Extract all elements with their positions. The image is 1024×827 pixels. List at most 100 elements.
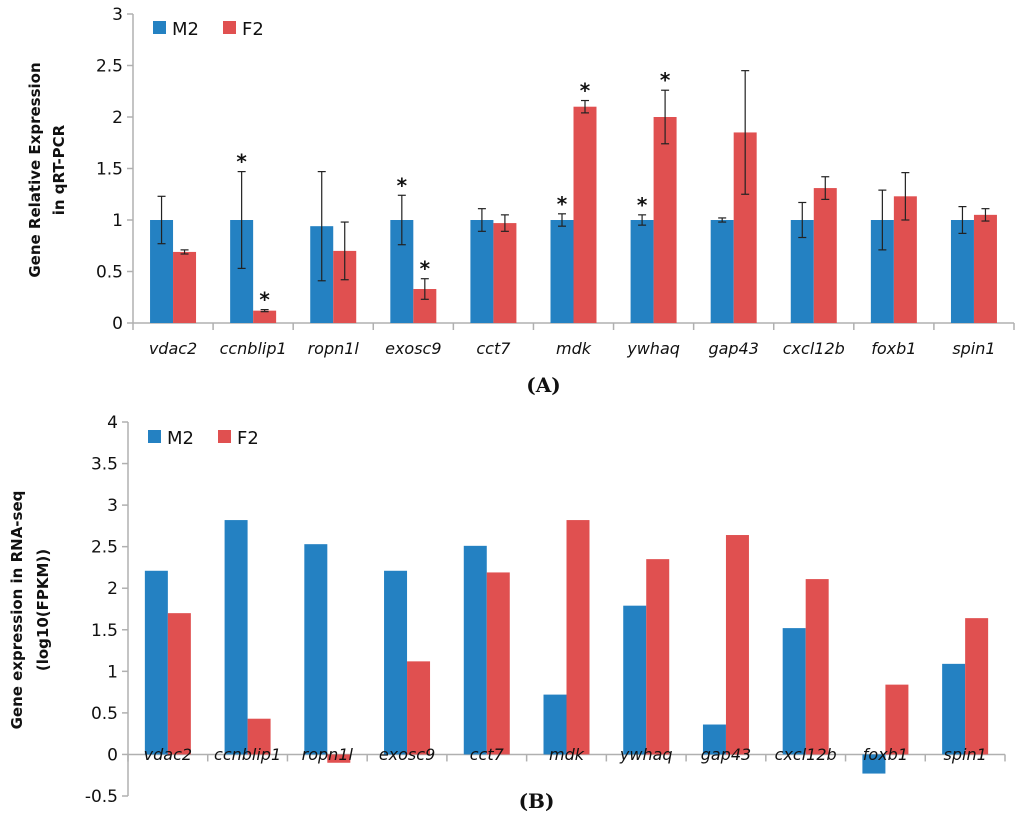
x-category-label: ccnblip1	[220, 339, 287, 358]
x-category-label: exosc9	[385, 339, 441, 358]
bar-f2-ywhaq	[646, 559, 670, 755]
x-category-label: mdk	[556, 339, 592, 358]
bar-f2-gap43	[733, 132, 757, 323]
bar-m2-foxb1	[862, 754, 886, 774]
bar-m2-ccnblip1	[224, 520, 248, 755]
significance-marker: *	[580, 79, 591, 103]
bar-m2-gap43	[702, 724, 726, 755]
significance-marker: *	[660, 68, 671, 92]
bar-m2-foxb1	[870, 220, 894, 323]
bar-f2-exosc9	[413, 289, 437, 323]
bar-f2-ccnblip1	[247, 718, 271, 755]
panel-label: (A)	[526, 373, 560, 397]
bar-m2-vdac2	[150, 220, 174, 323]
legend-label-f2: F2	[242, 19, 264, 40]
bar-m2-exosc9	[390, 220, 414, 323]
bar-f2-ropn1l	[333, 250, 357, 323]
bar-m2-cct7	[470, 220, 494, 323]
y-axis-label: in qRT-PCR	[50, 124, 68, 215]
x-category-label: mdk	[549, 745, 585, 764]
bar-m2-ccnblip1	[230, 220, 254, 323]
bar-f2-spin1	[973, 214, 997, 323]
bar-f2-mdk	[566, 520, 590, 755]
y-tick-label: 2.5	[91, 538, 118, 558]
chart-panel-a: 0 0.5 1 1.5 2 2.5 3 Gene Relative Expression in …	[26, 5, 1015, 397]
significance-marker: *	[236, 150, 247, 174]
bar-m2-spin1	[942, 663, 966, 755]
bar-f2-foxb1	[893, 196, 917, 323]
bar-f2-spin1	[965, 618, 989, 755]
x-category-label: ropn1l	[302, 745, 354, 764]
bar-m2-ywhaq	[623, 605, 647, 755]
y-axis-label: Gene Relative Expression	[26, 62, 44, 277]
x-category-label: ywhaq	[619, 745, 673, 764]
y-tick-label: 2	[112, 108, 123, 128]
y-tick-label: 1.5	[96, 160, 123, 180]
x-category-label: cxcl12b	[775, 745, 837, 764]
bar-m2-vdac2	[144, 570, 168, 755]
bar-f2-ropn1l	[327, 754, 351, 763]
y-tick-label: 1	[112, 211, 123, 231]
bar-m2-cct7	[463, 545, 487, 755]
bar-m2-ywhaq	[630, 220, 654, 323]
bar-f2-ccnblip1	[253, 310, 277, 323]
legend-label-m2: M2	[167, 428, 194, 449]
x-category-label: cct7	[470, 745, 505, 764]
y-tick-label: 0.5	[91, 704, 118, 724]
bar-f2-ywhaq	[653, 117, 677, 323]
x-category-label: gap43	[708, 339, 758, 358]
bar-m2-ropn1l	[304, 544, 328, 755]
legend-swatch-m2	[148, 430, 161, 443]
y-axis-label: Gene expression in RNA-seq	[8, 491, 26, 730]
significance-marker: *	[397, 173, 408, 197]
y-tick-label: 0	[107, 745, 118, 765]
x-category-label: spin1	[944, 745, 987, 764]
x-category-label: foxb1	[871, 339, 916, 358]
x-category-label: gap43	[701, 745, 751, 764]
x-category-label: vdac2	[149, 339, 197, 358]
bar-f2-mdk	[573, 106, 597, 323]
y-tick-label: 0	[112, 314, 123, 334]
bar-m2-cxcl12b	[790, 220, 814, 323]
legend-label-m2: M2	[172, 19, 199, 40]
x-category-label: cct7	[476, 339, 511, 358]
panel-label: (B)	[519, 789, 555, 813]
y-tick-label: 2	[107, 579, 118, 599]
bar-m2-cxcl12b	[782, 628, 806, 755]
x-category-label: foxb1	[863, 745, 908, 764]
significance-marker: *	[420, 257, 431, 281]
bar-f2-gap43	[725, 535, 749, 755]
bar-f2-cct7	[486, 572, 510, 755]
x-category-label: ccnblip1	[214, 745, 281, 764]
bar-m2-mdk	[550, 220, 574, 323]
bar-f2-cct7	[493, 223, 517, 323]
legend-label-f2: F2	[237, 428, 259, 449]
y-tick-label: 4	[107, 413, 118, 433]
y-tick-label: 1	[107, 662, 118, 682]
bar-m2-spin1	[950, 220, 974, 323]
significance-marker: *	[557, 192, 568, 216]
y-tick-label: -0.5	[85, 787, 118, 807]
y-tick-label: 1.5	[91, 621, 118, 641]
bar-f2-vdac2	[167, 613, 191, 755]
bar-f2-vdac2	[173, 251, 197, 323]
y-axis-label: (log10(FPKM))	[34, 549, 52, 671]
bar-m2-gap43	[710, 220, 734, 323]
x-category-label: vdac2	[144, 745, 192, 764]
bar-m2-exosc9	[384, 570, 408, 755]
significance-marker: *	[637, 193, 648, 217]
y-tick-label: 3.5	[91, 455, 118, 475]
legend-swatch-m2	[153, 21, 166, 34]
legend-swatch-f2	[218, 430, 231, 443]
x-category-label: cxcl12b	[783, 339, 845, 358]
legend-swatch-f2	[223, 21, 236, 34]
x-category-label: exosc9	[379, 745, 435, 764]
bar-f2-cxcl12b	[805, 579, 829, 755]
x-category-label: spin1	[952, 339, 995, 358]
bar-f2-exosc9	[407, 661, 431, 755]
y-tick-label: 0.5	[96, 263, 123, 283]
significance-marker: *	[259, 288, 270, 312]
y-tick-label: 3	[107, 496, 118, 516]
x-category-label: ywhaq	[626, 339, 680, 358]
